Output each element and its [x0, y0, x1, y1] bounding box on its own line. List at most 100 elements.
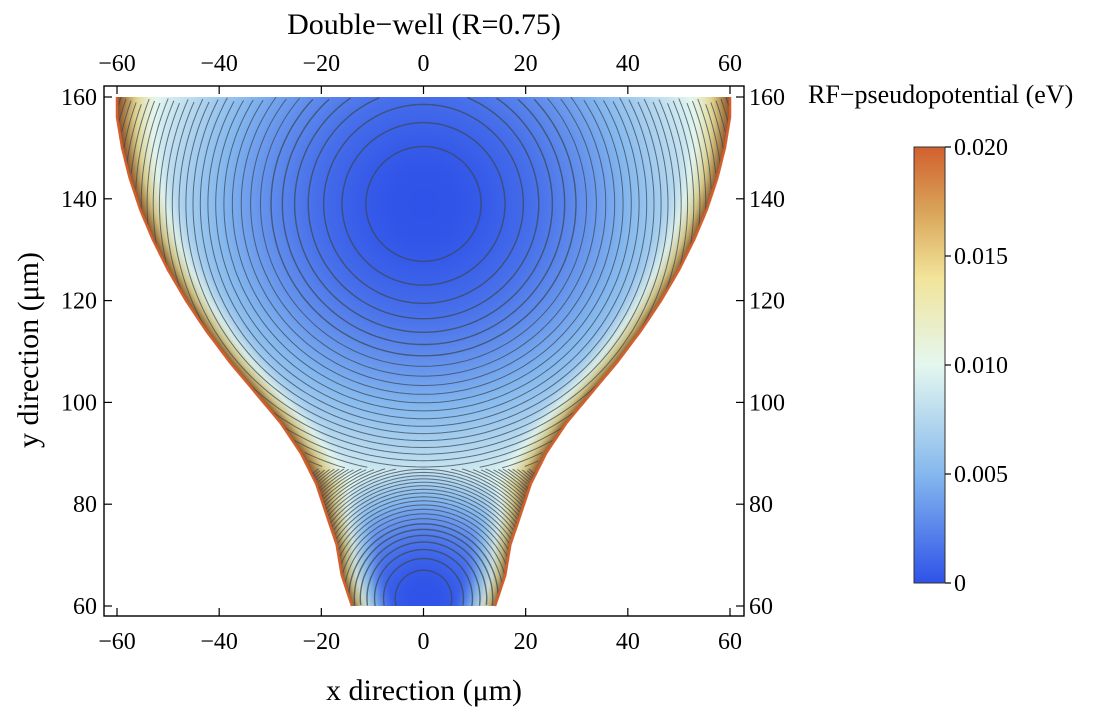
x-tick-label-bottom: 40	[616, 629, 640, 655]
colorbar-tick-label: 0.020	[954, 135, 1008, 161]
contour-line	[312, 470, 535, 477]
contour-line	[199, 97, 648, 427]
contour-lines	[117, 96, 730, 607]
contour-line	[140, 102, 707, 467]
x-tick-label-bottom: −40	[200, 629, 238, 655]
y-tick-label-right: 100	[749, 390, 785, 416]
contour-line	[338, 504, 509, 559]
contour-line	[307, 97, 540, 320]
contour-line	[348, 523, 499, 595]
contour-line	[323, 103, 524, 304]
contour-line	[207, 101, 640, 420]
contour-line	[223, 99, 624, 404]
contour-line	[344, 518, 503, 584]
contour-line	[334, 488, 513, 535]
contour-line	[178, 98, 669, 449]
contour-line	[165, 99, 682, 462]
contour-line	[329, 475, 518, 520]
contour-line	[146, 98, 701, 469]
x-tick-label-top: −60	[98, 51, 136, 77]
x-tick-label-bottom: 60	[718, 629, 742, 655]
contour-line	[171, 101, 676, 455]
x-axis-title: x direction (μm)	[326, 674, 522, 707]
contour-line	[353, 528, 494, 606]
contour-line	[121, 100, 726, 132]
contour-line	[311, 468, 536, 475]
y-tick-label-right: 80	[749, 492, 773, 518]
contour-line	[126, 104, 721, 165]
y-tick-label-left: 80	[73, 492, 97, 518]
x-tick-label-top: −40	[200, 51, 238, 77]
contour-line	[322, 469, 525, 493]
contour-line	[318, 468, 529, 489]
pseudopotential-field	[117, 97, 730, 606]
contour-line	[270, 98, 577, 357]
contour-line	[215, 100, 632, 412]
contour-line	[192, 99, 655, 435]
y-tick-label-left: 160	[61, 85, 97, 111]
contour-line	[341, 513, 506, 575]
x-tick-label-bottom: −20	[303, 629, 341, 655]
x-tick-label-top: 60	[718, 51, 742, 77]
contour-line	[259, 98, 587, 367]
y-tick-label-right: 60	[749, 594, 773, 620]
contour-line	[326, 468, 521, 513]
colorbar-tick-label: 0.005	[954, 462, 1008, 488]
x-tick-label-bottom: 20	[514, 629, 538, 655]
contour-line	[365, 145, 482, 262]
y-tick-label-left: 60	[73, 594, 97, 620]
contour-line	[240, 96, 607, 387]
contour-line	[341, 122, 506, 286]
field-boundary	[115, 97, 732, 607]
contour-line	[330, 481, 517, 529]
contour-line	[324, 468, 523, 511]
colorbar-tick-label: 0	[954, 571, 966, 597]
x-tick-label-top: 40	[616, 51, 640, 77]
x-tick-label-top: 0	[418, 51, 430, 77]
contour-line	[321, 468, 526, 498]
contour-line	[382, 557, 465, 606]
contour-line	[329, 478, 518, 524]
contour-line	[316, 469, 531, 481]
contour-line	[340, 508, 507, 565]
colorbar	[913, 146, 946, 584]
contour-line	[250, 98, 597, 377]
contour-line	[359, 534, 488, 605]
contour-line	[135, 100, 712, 189]
contour-line	[335, 492, 512, 539]
colorbar-tick-label: 0.010	[954, 353, 1008, 379]
contour-line	[333, 485, 514, 531]
contour-line	[314, 469, 533, 479]
contour-line	[123, 102, 724, 149]
contour-line	[322, 469, 525, 504]
contour-line	[323, 469, 524, 500]
contour-line	[319, 468, 528, 485]
chart-title: Double−well (R=0.75)	[287, 8, 561, 41]
contour-line	[158, 103, 689, 468]
y-tick-label-right: 120	[749, 289, 785, 315]
contour-line	[118, 98, 729, 123]
contour-line	[231, 99, 616, 395]
x-tick-label-bottom: −60	[98, 629, 136, 655]
contour-line	[366, 541, 481, 606]
axis-ticks: −60 −60 −40 −40 −20 −20 0 0 20 20 40 40 60 60 60 60 80 80…	[61, 51, 785, 655]
contour-line	[320, 468, 527, 491]
contour-line	[317, 468, 530, 483]
contour-line	[293, 97, 554, 334]
contour-line	[152, 100, 695, 468]
contour-line	[324, 468, 523, 506]
y-tick-label-left: 140	[61, 187, 97, 213]
y-tick-label-right: 160	[749, 85, 785, 111]
contour-line	[281, 98, 566, 346]
contour-line	[337, 496, 510, 544]
x-tick-label-top: 20	[514, 51, 538, 77]
contour-line	[394, 569, 453, 606]
y-tick-label-right: 140	[749, 187, 785, 213]
contour-line	[185, 101, 662, 442]
x-tick-label-top: −20	[303, 51, 341, 77]
contour-line	[338, 500, 509, 550]
contour-line	[327, 471, 520, 517]
contour-line	[373, 548, 474, 607]
x-tick-label-bottom: 0	[418, 629, 430, 655]
